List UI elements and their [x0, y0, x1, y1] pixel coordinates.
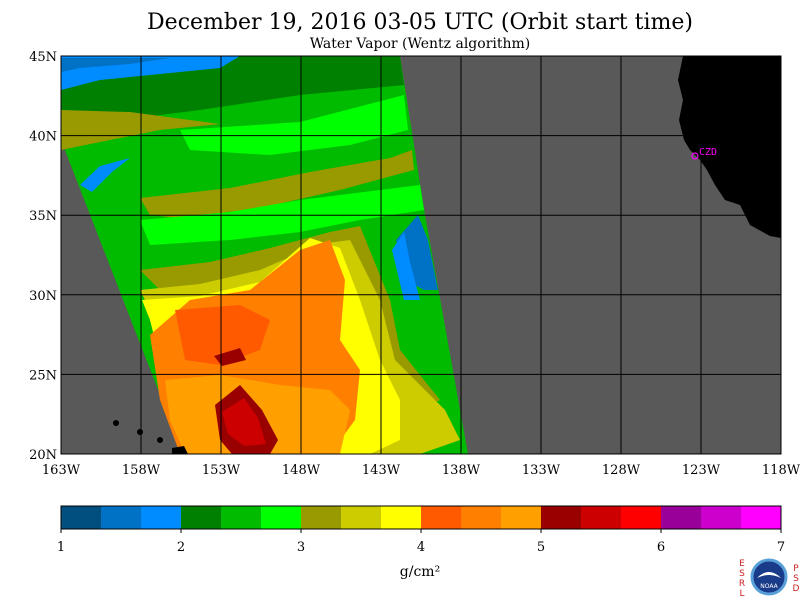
logo-letter: D: [793, 584, 800, 594]
longitude-labels: 163W 158W 153W 148W 143W 138W 133W 128W 123W 118W: [42, 463, 800, 478]
colorbar-tick-label: 4: [417, 540, 425, 555]
longitude-label: 118W: [762, 463, 800, 478]
latitude-label: 35N: [29, 209, 57, 224]
colorbar-unit-label: g/cm²: [400, 564, 440, 580]
colorbar-swatch: [341, 506, 382, 529]
colorbar-tick-label: 7: [777, 540, 785, 555]
longitude-label: 138W: [442, 463, 481, 478]
bright-green-mid-north: [180, 95, 408, 155]
colorbar-swatch: [221, 506, 262, 529]
island-kauai: [113, 420, 119, 426]
figure-title: December 19, 2016 03-05 UTC (Orbit start…: [147, 10, 693, 35]
colorbar-tick-label: 3: [297, 540, 305, 555]
blue-pocket-east-edge: [392, 232, 420, 300]
max-vapor-spot-north: [214, 348, 246, 366]
station-marker-label: CZD: [699, 147, 717, 158]
california-coast-land: [678, 56, 781, 238]
colorbar-tick-label: 1: [57, 540, 65, 555]
island-oahu: [137, 429, 143, 435]
colorbar-swatch: [61, 506, 102, 529]
swath-field: [61, 56, 468, 454]
latitude-label: 20N: [29, 448, 57, 463]
colorbar-swatch: [701, 506, 742, 529]
colorbar-swatch: [181, 506, 222, 529]
colorbar-tick-label: 5: [537, 540, 545, 555]
colorbar-swatch: [381, 506, 422, 529]
island-big-island: [172, 446, 188, 454]
latitude-label: 40N: [29, 130, 57, 145]
colorbar-swatch: [741, 506, 782, 529]
blue-streak-west: [80, 158, 130, 192]
latitude-labels: 45N 40N 35N 30N 25N 20N: [29, 50, 57, 463]
latitude-label: 45N: [29, 50, 57, 65]
island-maui: [157, 437, 163, 443]
longitude-label: 133W: [522, 463, 561, 478]
longitude-label: 148W: [282, 463, 321, 478]
longitude-label: 163W: [42, 463, 81, 478]
colorbar-swatch: [541, 506, 582, 529]
hawaiian-islands: [113, 420, 188, 454]
longitude-label: 143W: [362, 463, 401, 478]
max-vapor-core-edge: [222, 398, 266, 446]
colorbar-swatch: [261, 506, 302, 529]
colorbar-swatch: [141, 506, 182, 529]
logo-letter: S: [739, 569, 745, 579]
logo-letter: R: [739, 579, 745, 589]
blue-band-inner: [61, 58, 170, 72]
latitude-label: 25N: [29, 368, 57, 383]
deep-orange-zone: [175, 305, 270, 365]
colorbar-swatch: [461, 506, 502, 529]
logo-letter: L: [739, 589, 744, 599]
colorbar-swatch: [661, 506, 702, 529]
colorbar-tick-label: 6: [657, 540, 665, 555]
noaa-badge-text: NOAA: [760, 583, 778, 590]
longitude-label: 153W: [202, 463, 241, 478]
logo-letter: P: [793, 564, 799, 574]
psd-letters: PSD: [793, 564, 800, 594]
logo-letter: E: [739, 559, 745, 569]
longitude-label: 128W: [602, 463, 641, 478]
colorbar-tick-label: 2: [177, 540, 185, 555]
colorbar-swatch: [301, 506, 342, 529]
colorbar-swatch: [101, 506, 142, 529]
longitude-label: 158W: [122, 463, 161, 478]
figure-subtitle: Water Vapor (Wentz algorithm): [310, 36, 531, 52]
latitude-label: 30N: [29, 289, 57, 304]
colorbar-swatch: [621, 506, 662, 529]
longitude-label: 123W: [682, 463, 721, 478]
graticule: [61, 56, 781, 454]
logo-letter: S: [793, 574, 799, 584]
map-frame: [60, 55, 782, 455]
noaa-logo-icon: [750, 558, 788, 596]
station-marker-icon: [691, 152, 699, 160]
noaa-gull-icon: [757, 572, 781, 578]
map-panel: CZD: [61, 56, 781, 454]
olive-band-mid: [140, 150, 414, 218]
colorbar-swatch: [421, 506, 462, 529]
colorbar-tick-labels: 1 2 3 4 5 6 7: [57, 529, 785, 555]
colorbar-swatch: [501, 506, 542, 529]
colorbar: [61, 506, 782, 529]
colorbar-swatch: [581, 506, 622, 529]
